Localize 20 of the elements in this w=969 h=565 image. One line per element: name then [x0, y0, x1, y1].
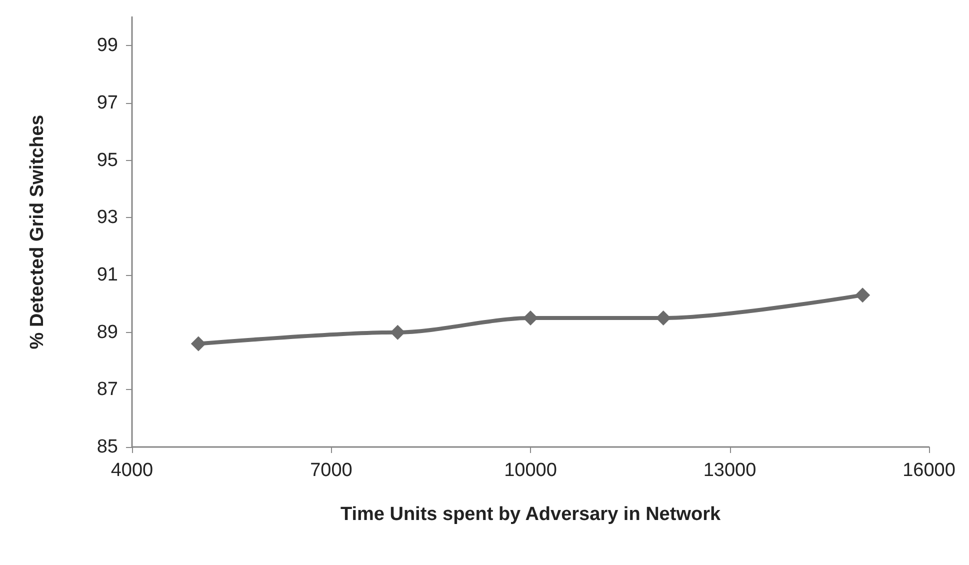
point [390, 324, 406, 340]
x-tick-label: 7000 [310, 460, 352, 481]
y-tick-label: 99 [96, 35, 118, 56]
y-tick-label: 97 [96, 92, 118, 114]
x-axis-title: Time Units spent by Adversary in Network [340, 504, 721, 525]
point [855, 288, 870, 303]
point [523, 310, 538, 326]
y-tick-label: 87 [96, 379, 118, 400]
x-tick-label: 16000 [902, 460, 956, 481]
x-tick-label: 10000 [504, 460, 557, 481]
x-tick-label: 13000 [703, 460, 756, 481]
y-tick-label: 85 [96, 436, 118, 458]
y-tick-label: 89 [96, 322, 118, 343]
y-tick-label: 91 [96, 264, 118, 286]
y-axis-title: % Detected Grid Switches [27, 114, 48, 350]
y-tick-label: 93 [96, 207, 118, 228]
y-tick-label: 95 [96, 150, 118, 171]
x-tick-label: 4000 [110, 460, 154, 481]
point [656, 310, 671, 326]
point [190, 336, 206, 352]
